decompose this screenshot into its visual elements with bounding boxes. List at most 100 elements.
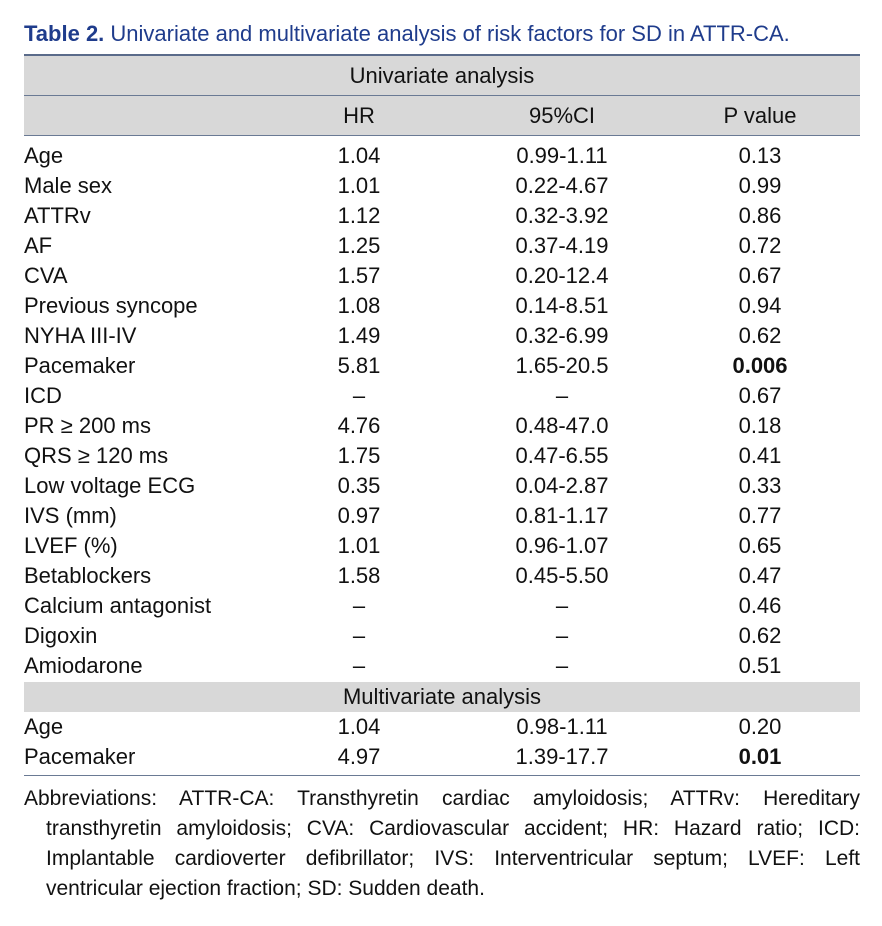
- row-p-value: 0.62: [738, 323, 782, 348]
- row-hr: 4.97: [337, 744, 381, 769]
- table-row: Calcium antagonist – – 0.46: [24, 591, 860, 621]
- row-hr: 1.04: [337, 714, 381, 739]
- table-caption: Table 2. Univariate and multivariate ana…: [24, 14, 860, 54]
- table-row: ICD – – 0.67: [24, 381, 860, 411]
- row-ci: 0.48-47.0: [515, 413, 609, 438]
- row-variable: NYHA III-IV: [24, 323, 137, 348]
- row-hr: 1.12: [337, 203, 381, 228]
- row-hr: 5.81: [337, 353, 381, 378]
- table-header: Univariate analysis HR 95%CI P value: [24, 56, 860, 135]
- header-bottom-rule: [24, 135, 860, 136]
- row-hr: 0.35: [337, 473, 381, 498]
- table-row: ATTRv 1.12 0.32-3.92 0.86: [24, 201, 860, 231]
- table-figure: Table 2. Univariate and multivariate ana…: [24, 14, 860, 904]
- table-row: Betablockers 1.58 0.45-5.50 0.47: [24, 561, 860, 591]
- table-row: QRS ≥ 120 ms 1.75 0.47-6.55 0.41: [24, 441, 860, 471]
- row-variable: Previous syncope: [24, 293, 198, 318]
- univariate-rows: Age 1.04 0.99-1.11 0.13 Male sex 1.01 0.22-4.6…: [24, 141, 860, 681]
- row-p-value: 0.01: [738, 744, 782, 769]
- row-ci: 0.22-4.67: [515, 173, 609, 198]
- column-header-hr: HR: [343, 103, 375, 128]
- row-variable: Digoxin: [24, 623, 98, 648]
- row-ci: 0.96-1.07: [515, 533, 609, 558]
- row-variable: IVS (mm): [24, 503, 117, 528]
- table-footnote: Abbreviations: ATTR-CA: Transthyretin ca…: [24, 787, 860, 900]
- row-ci: –: [555, 593, 569, 618]
- row-p-value: 0.46: [738, 593, 782, 618]
- table-row: Amiodarone – – 0.51: [24, 651, 860, 681]
- row-variable: ICD: [24, 383, 62, 408]
- row-p-value: 0.18: [738, 413, 782, 438]
- row-variable: QRS ≥ 120 ms: [24, 443, 169, 468]
- row-hr: 1.49: [337, 323, 381, 348]
- table-row: Pacemaker 4.97 1.39-17.7 0.01: [24, 742, 860, 772]
- row-ci: 0.32-6.99: [515, 323, 609, 348]
- row-variable: CVA: [24, 263, 68, 288]
- row-variable: Calcium antagonist: [24, 593, 212, 618]
- row-variable: LVEF (%): [24, 533, 118, 558]
- multivariate-rows: Age 1.04 0.98-1.11 0.20 Pacemaker 4.97 1.39-17…: [24, 712, 860, 772]
- table-row: AF 1.25 0.37-4.19 0.72: [24, 231, 860, 261]
- row-variable: Pacemaker: [24, 744, 136, 769]
- row-ci: 1.39-17.7: [515, 744, 609, 769]
- row-variable: Low voltage ECG: [24, 473, 196, 498]
- row-p-value: 0.33: [738, 473, 782, 498]
- header-divider: [24, 95, 860, 96]
- row-hr: 1.57: [337, 263, 381, 288]
- row-ci: 1.65-20.5: [515, 353, 609, 378]
- table-row: Pacemaker 5.81 1.65-20.5 0.006: [24, 351, 860, 381]
- row-p-value: 0.51: [738, 653, 782, 678]
- column-header-ci: 95%CI: [528, 103, 596, 128]
- row-p-value: 0.62: [738, 623, 782, 648]
- row-p-value: 0.65: [738, 533, 782, 558]
- univariate-title: Univariate analysis: [349, 63, 535, 88]
- row-hr: –: [352, 383, 366, 408]
- row-variable: AF: [24, 233, 53, 258]
- table-row: IVS (mm) 0.97 0.81-1.17 0.77: [24, 501, 860, 531]
- row-hr: 1.58: [337, 563, 381, 588]
- row-hr: 0.97: [337, 503, 381, 528]
- table-row: CVA 1.57 0.20-12.4 0.67: [24, 261, 860, 291]
- row-hr: 1.04: [337, 143, 381, 168]
- row-ci: –: [555, 653, 569, 678]
- row-ci: 0.98-1.11: [516, 714, 608, 739]
- row-variable: Amiodarone: [24, 653, 143, 678]
- row-hr: –: [352, 623, 366, 648]
- row-ci: 0.14-8.51: [515, 293, 609, 318]
- row-p-value: 0.41: [738, 443, 782, 468]
- row-p-value: 0.99: [738, 173, 782, 198]
- table-row: Previous syncope 1.08 0.14-8.51 0.94: [24, 291, 860, 321]
- row-variable: Pacemaker: [24, 353, 136, 378]
- row-variable: Age: [24, 714, 64, 739]
- row-ci: 0.37-4.19: [515, 233, 609, 258]
- row-hr: 1.25: [337, 233, 381, 258]
- row-ci: –: [555, 383, 569, 408]
- row-ci: 0.99-1.11: [516, 143, 608, 168]
- table-row: Low voltage ECG 0.35 0.04-2.87 0.33: [24, 471, 860, 501]
- row-ci: 0.04-2.87: [515, 473, 609, 498]
- row-p-value: 0.20: [738, 714, 782, 739]
- bottom-rule: [24, 775, 860, 776]
- row-variable: ATTRv: [24, 203, 91, 228]
- multivariate-title: Multivariate analysis: [24, 682, 860, 712]
- row-ci: 0.81-1.17: [515, 503, 609, 528]
- table-label: Table 2.: [24, 21, 105, 46]
- row-p-value: 0.86: [738, 203, 782, 228]
- row-p-value: 0.72: [738, 233, 782, 258]
- row-ci: 0.32-3.92: [515, 203, 609, 228]
- table-row: PR ≥ 200 ms 4.76 0.48-47.0 0.18: [24, 411, 860, 441]
- row-p-value: 0.77: [738, 503, 782, 528]
- column-header-p: P value: [723, 103, 797, 128]
- row-variable: Age: [24, 143, 64, 168]
- table-row: LVEF (%) 1.01 0.96-1.07 0.65: [24, 531, 860, 561]
- row-variable: Male sex: [24, 173, 113, 198]
- row-hr: 1.01: [337, 173, 381, 198]
- row-ci: –: [555, 623, 569, 648]
- row-ci: 0.45-5.50: [515, 563, 609, 588]
- row-p-value: 0.47: [738, 563, 782, 588]
- top-rule: [24, 54, 860, 56]
- row-ci: 0.47-6.55: [515, 443, 609, 468]
- column-headers: HR 95%CI P value: [24, 96, 860, 135]
- row-hr: –: [352, 653, 366, 678]
- row-hr: 1.08: [337, 293, 381, 318]
